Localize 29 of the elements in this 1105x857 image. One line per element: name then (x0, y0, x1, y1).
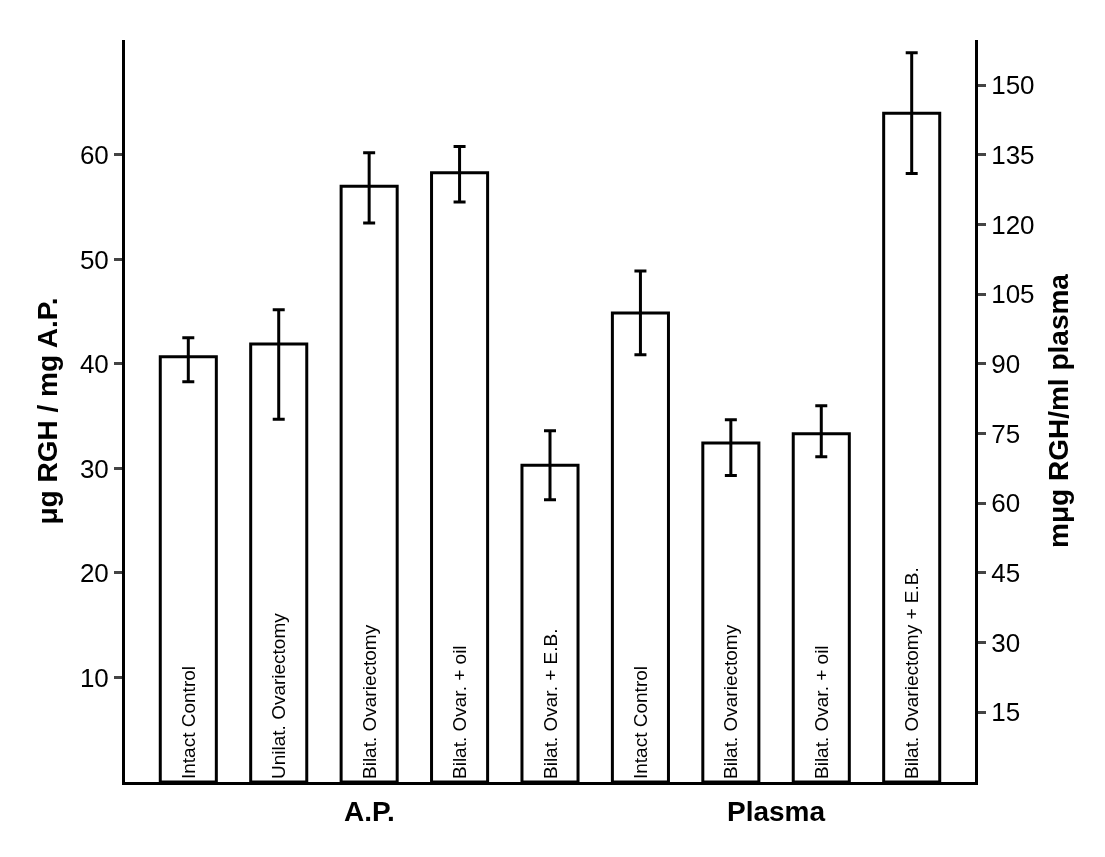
y2-tick-label: 30 (991, 627, 1021, 658)
y-tick-label: 10 (79, 662, 109, 693)
y2-tick-label: 150 (991, 70, 1035, 101)
x-tick-label: Unilat. Ovariectomy (268, 612, 290, 779)
y-tick-label: 40 (79, 349, 109, 380)
y-tick-label: 60 (79, 140, 109, 171)
x-tick-label: Bilat. Ovariectomy (358, 624, 380, 779)
x-tick-label: Bilat. Ovar. + oil (449, 645, 471, 779)
y2-tick-label: 105 (991, 279, 1035, 310)
x-tick-label: Bilat. Ovar. + oil (810, 645, 832, 779)
text: Plasma (727, 796, 826, 827)
x-tick-label: Bilat. Ovariectomy + E.B. (901, 567, 923, 779)
y2-tick-label: 45 (991, 558, 1021, 589)
y-axis-title: μg RGH / mg A.P. (31, 297, 63, 525)
y2-tick-label: 90 (991, 349, 1021, 380)
y-tick-label: 30 (79, 453, 109, 484)
y2-tick-label: 135 (991, 140, 1035, 171)
y2-axis-title: mμg RGH/ml plasma (1042, 273, 1074, 548)
x-tick-label: Intact Control (629, 666, 651, 779)
y-tick-label: 20 (79, 558, 109, 589)
x-tick-label: Bilat. Ovariectomy (720, 624, 742, 779)
y2-tick-label: 75 (991, 418, 1021, 449)
x-tick-label: Intact Control (177, 666, 199, 779)
y-tick-label: 50 (79, 244, 109, 275)
y2-tick-label: 15 (991, 697, 1021, 728)
text: A.P. (344, 796, 395, 827)
y2-tick-label: 60 (991, 488, 1021, 519)
x-tick-label: Bilat. Ovar. + E.B. (539, 628, 561, 779)
y2-tick-label: 120 (991, 209, 1035, 240)
